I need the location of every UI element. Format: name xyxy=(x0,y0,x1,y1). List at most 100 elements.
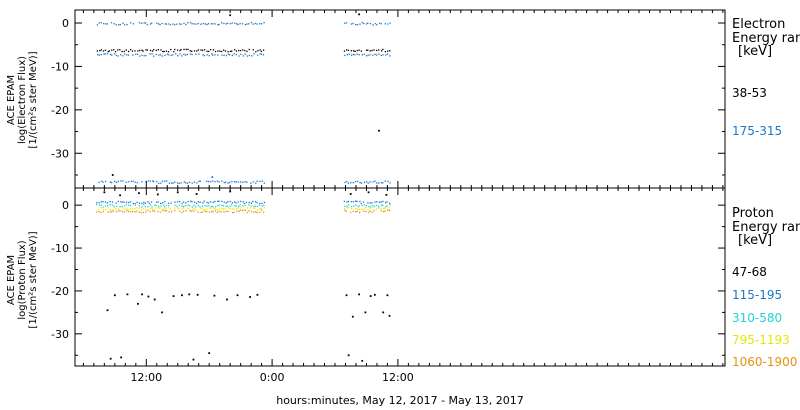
electron-data-point xyxy=(355,23,357,26)
xtick-label: 0:00 xyxy=(260,371,285,384)
proton-data-point xyxy=(181,211,183,214)
proton-data-point xyxy=(100,204,102,206)
proton-data-point xyxy=(168,205,170,207)
electron-data-point xyxy=(356,49,358,52)
electron-data-point xyxy=(184,54,187,56)
proton-data-point xyxy=(122,207,124,209)
proton-data-point xyxy=(259,202,261,205)
proton-data-point xyxy=(187,200,189,203)
proton-data-point xyxy=(176,205,178,207)
electron-data-point xyxy=(197,22,199,25)
proton-outlier-point xyxy=(172,295,175,297)
proton-data-point xyxy=(214,200,216,203)
proton-data-point xyxy=(202,208,204,210)
electron-data-point xyxy=(103,53,105,55)
proton-legend-entries: 47-68 115-195 310-580 795-1193 1060-1900 xyxy=(732,265,797,369)
electron-legend-entries: 38-53 175-315 xyxy=(732,86,782,138)
proton-data-point xyxy=(235,202,237,204)
proton-data-point xyxy=(233,208,235,210)
proton-data-point xyxy=(193,210,195,212)
proton-data-point xyxy=(238,210,240,212)
electron-data-point xyxy=(160,182,162,184)
electron-data-point xyxy=(378,182,380,184)
proton-data-point xyxy=(115,208,117,210)
proton-data-point xyxy=(163,208,165,210)
proton-data-point xyxy=(204,205,206,207)
electron-data-point xyxy=(350,23,353,25)
proton-ytick-label: -10 xyxy=(51,242,69,255)
proton-data-point xyxy=(117,200,119,203)
electron-data-point xyxy=(352,22,354,25)
proton-data-point xyxy=(384,210,386,212)
proton-data-point xyxy=(131,210,134,213)
electron-data-point xyxy=(229,23,232,25)
electron-data-point xyxy=(350,182,352,184)
proton-series-310-580 xyxy=(96,204,391,208)
proton-data-point xyxy=(388,207,390,209)
electron-data-point xyxy=(117,180,119,183)
electron-data-point xyxy=(389,22,391,24)
proton-data-point xyxy=(344,205,346,208)
electron-data-point xyxy=(109,181,112,183)
proton-data-point xyxy=(111,201,114,203)
proton-outlier-point xyxy=(208,352,211,355)
electron-data-point xyxy=(200,23,202,25)
proton-data-point xyxy=(206,208,208,210)
electron-data-point xyxy=(202,22,204,25)
electron-ylabel-line-3: [1/(cm²s ster MeV)] xyxy=(28,51,39,148)
electron-data-point xyxy=(375,54,378,56)
electron-data-point xyxy=(212,49,215,51)
electron-data-point xyxy=(361,21,363,24)
proton-data-point xyxy=(365,210,367,213)
proton-data-point xyxy=(223,201,225,203)
xtick-label: 12:00 xyxy=(382,371,414,384)
electron-data-point xyxy=(223,182,225,184)
proton-data-point xyxy=(102,206,104,208)
proton-data-point xyxy=(185,202,187,204)
proton-data-point xyxy=(116,205,118,208)
proton-outlier-point xyxy=(156,193,159,196)
electron-data-point xyxy=(162,50,164,53)
electron-data-point xyxy=(231,180,233,183)
proton-data-point xyxy=(375,208,378,210)
proton-data-point xyxy=(100,211,102,214)
proton-outlier-point xyxy=(388,314,391,317)
proton-data-point xyxy=(227,207,230,209)
electron-data-point xyxy=(378,53,380,55)
proton-data-point xyxy=(385,201,387,204)
electron-data-point xyxy=(236,23,238,25)
proton-data-point xyxy=(204,210,206,212)
electron-data-point xyxy=(242,49,244,51)
proton-data-point xyxy=(189,200,192,202)
proton-data-point xyxy=(389,202,391,205)
electron-data-point xyxy=(195,23,197,25)
proton-data-point xyxy=(358,208,361,210)
electron-data-point xyxy=(127,181,130,183)
proton-data-point xyxy=(363,204,366,206)
proton-data-point xyxy=(193,201,196,203)
proton-data-point xyxy=(359,200,361,203)
proton-data-point xyxy=(107,204,109,207)
proton-data-point xyxy=(255,201,257,203)
electron-data-point xyxy=(354,50,356,52)
electron-data-point xyxy=(183,48,185,51)
electron-data-point xyxy=(179,23,181,25)
electron-data-point xyxy=(127,54,130,56)
proton-data-point xyxy=(239,204,241,206)
electron-data-point xyxy=(183,181,185,183)
electron-data-point xyxy=(214,181,216,183)
proton-data-point xyxy=(257,209,259,211)
proton-data-point xyxy=(129,204,132,207)
electron-data-point xyxy=(372,24,374,26)
proton-data-point xyxy=(386,205,389,207)
electron-data-point xyxy=(195,53,197,55)
electron-data-point xyxy=(145,55,147,57)
electron-data-point xyxy=(174,48,176,51)
electron-data-point xyxy=(352,182,355,184)
proton-data-point xyxy=(164,210,166,212)
electron-data-point xyxy=(206,54,208,56)
x-axis-title: hours:minutes, May 12, 2017 - May 13, 20… xyxy=(276,394,524,407)
proton-data-point xyxy=(231,208,233,210)
electron-data-point xyxy=(158,182,160,184)
electron-data-point xyxy=(156,22,158,24)
